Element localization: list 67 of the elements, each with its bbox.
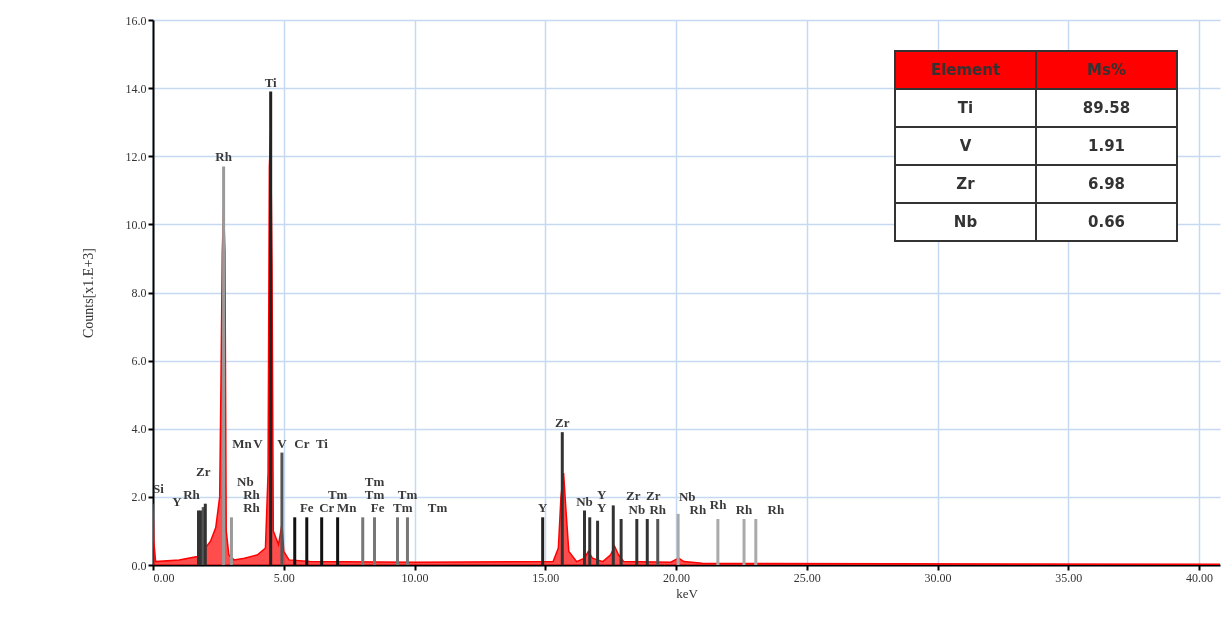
x-tick-label: 40.00 xyxy=(1186,570,1214,585)
annotation: V xyxy=(277,435,288,451)
annotation: Tm xyxy=(364,474,385,490)
annotation: Nb xyxy=(576,493,593,509)
data-label: 6.98 xyxy=(1087,175,1126,193)
annotation: Rh xyxy=(243,500,261,516)
x-tick-label: 15.00 xyxy=(532,570,560,585)
annotation: Y xyxy=(172,493,183,509)
annotation: Rh xyxy=(243,487,261,503)
annotation: Zr xyxy=(555,415,570,431)
annotation: Rh xyxy=(735,502,754,518)
annotation: Tm xyxy=(392,500,413,516)
annotation: Y xyxy=(537,500,548,516)
x-tick-label: 10.00 xyxy=(401,570,429,585)
y-tick-label: 14.0 xyxy=(125,81,147,96)
annotation: Rh xyxy=(649,502,667,518)
y-tick-label: 4.0 xyxy=(131,422,147,437)
annotation: Tm xyxy=(397,487,418,503)
annotation: Nb xyxy=(628,502,646,518)
annotation: Mn xyxy=(232,435,253,451)
x-tick-label: 35.00 xyxy=(1055,570,1083,585)
y-tick-label: 10.0 xyxy=(125,217,147,232)
data-label: 1.91 xyxy=(1087,137,1126,155)
annotation: Ti xyxy=(264,74,278,90)
annotation: Tm xyxy=(427,500,448,516)
y-tick-label: 8.0 xyxy=(131,286,147,300)
x-tick-label: 5.00 xyxy=(273,570,295,585)
category-label: Nb xyxy=(953,213,978,231)
x-tick-label: 20.00 xyxy=(663,570,691,585)
annotation: Rh xyxy=(767,502,785,518)
text: Element xyxy=(930,61,1001,79)
annotation: Rh xyxy=(709,496,728,512)
category-label: V xyxy=(959,137,972,155)
annotation: Cr xyxy=(294,435,310,451)
x-tick-label: 25.00 xyxy=(793,570,821,585)
annotation: Tm xyxy=(364,487,385,503)
annotation: Rh xyxy=(689,502,707,518)
annotation: Y xyxy=(597,487,608,503)
y-axis-title: Counts[x1.E+3] xyxy=(80,248,96,338)
annotation: Tm xyxy=(327,487,348,503)
annotation: Cr xyxy=(319,500,335,516)
annotation: Nb xyxy=(236,473,254,489)
annotation: Y xyxy=(597,500,608,516)
x-tick-label: 30.00 xyxy=(924,570,952,585)
annotation: V xyxy=(253,435,264,451)
annotation: Zr xyxy=(195,464,211,480)
annotation: Zr xyxy=(646,488,661,504)
data-label: 89.58 xyxy=(1082,99,1131,117)
annotation: Zr xyxy=(626,488,641,504)
y-tick-label: 12.0 xyxy=(125,149,147,164)
y-tick-label: 6.0 xyxy=(131,354,147,369)
annotation: Ti xyxy=(315,435,329,451)
annotation: Rh xyxy=(183,487,201,503)
annotation: Mn xyxy=(337,500,358,516)
annotation: Fe xyxy=(370,500,385,516)
annotation: Rh xyxy=(215,149,233,165)
data-label: 0.66 xyxy=(1087,213,1126,231)
annotation: Fe xyxy=(299,500,314,516)
x-axis-title: keV xyxy=(676,585,699,601)
annotation: Nb xyxy=(678,489,696,505)
category-label: Ti xyxy=(957,99,974,117)
category-label: Zr xyxy=(956,175,976,193)
y-tick-label: 0.0 xyxy=(131,558,147,573)
y-tick-label: 16.0 xyxy=(125,13,147,28)
x-tick-label: 0.00 xyxy=(153,570,175,585)
text: Ms% xyxy=(1087,61,1126,79)
y-tick-label: 2.0 xyxy=(131,490,147,505)
